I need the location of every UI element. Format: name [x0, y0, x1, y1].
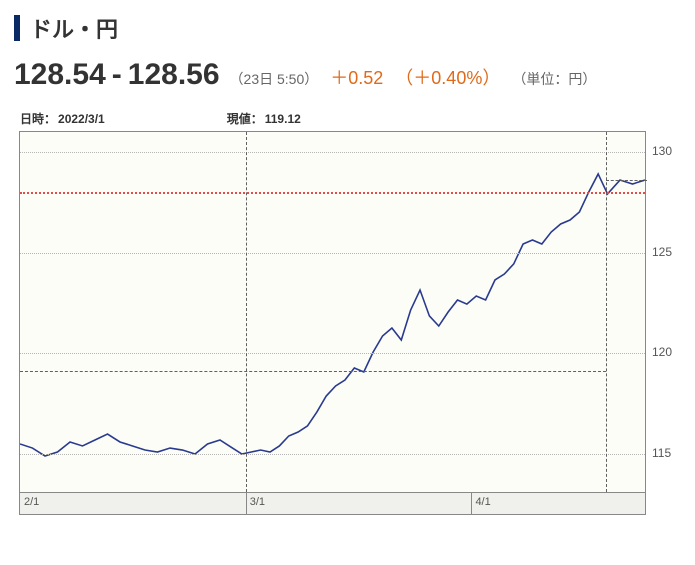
crosshair-vertical — [246, 132, 247, 492]
plot-inner[interactable] — [19, 131, 646, 493]
crosshair-horizontal — [20, 371, 606, 372]
chart-info-row: 日時：2022/3/1 現値：119.12 — [14, 110, 682, 127]
info-date-label: 日時： — [20, 112, 56, 126]
gridline-h — [20, 152, 645, 153]
crosshair-vertical-2 — [606, 132, 607, 492]
series-svg — [20, 132, 645, 492]
y-tick-label: 130 — [652, 144, 672, 158]
y-tick-label: 120 — [652, 345, 672, 359]
price-series-line — [20, 174, 645, 456]
reference-line — [20, 192, 645, 194]
y-tick-label: 115 — [652, 446, 671, 460]
price-unit: （単位：円） — [512, 69, 596, 89]
gridline-h — [20, 454, 645, 455]
price-timestamp: （23日 5:50） — [230, 69, 319, 89]
gridline-h — [20, 353, 645, 354]
price-ask: 128.56 — [128, 58, 220, 92]
price-change-pct: （＋0.40%） — [395, 64, 500, 90]
price-change: ＋0.52 — [330, 64, 383, 90]
title-accent-bar — [14, 15, 20, 41]
price-bid: 128.54 — [14, 58, 106, 92]
crosshair-horizontal-2 — [606, 180, 647, 181]
x-tick-label: 4/1 — [471, 496, 490, 508]
plot-area[interactable]: 115 120 125 130 2/1 3/1 4/1 — [14, 131, 682, 516]
price-row: 128.54 - 128.56 （23日 5:50） ＋0.52 （＋0.40%… — [14, 58, 681, 92]
x-tick-label: 2/1 — [20, 496, 39, 508]
price-separator: - — [112, 58, 122, 92]
info-date-value: 2022/3/1 — [58, 112, 105, 126]
info-value-value: 119.12 — [265, 112, 301, 126]
page-title: ドル・円 — [30, 12, 118, 44]
gridline-h — [20, 253, 645, 254]
y-axis: 115 120 125 130 — [648, 131, 682, 493]
title-row: ドル・円 — [14, 12, 681, 44]
x-tick-label: 3/1 — [246, 496, 265, 508]
info-value-label: 現値： — [227, 112, 263, 126]
x-axis: 2/1 3/1 4/1 — [19, 493, 646, 515]
y-tick-label: 125 — [652, 245, 672, 259]
chart[interactable]: 日時：2022/3/1 現値：119.12 115 120 125 130 2/1 3/… — [14, 110, 682, 516]
